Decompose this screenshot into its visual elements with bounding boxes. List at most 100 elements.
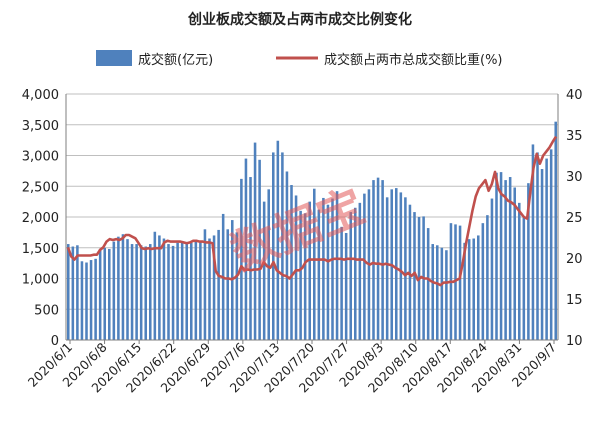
bar [385, 197, 389, 340]
bar [144, 246, 147, 340]
legend-swatch-bar [96, 50, 132, 66]
bar [290, 185, 293, 340]
bar [85, 262, 88, 340]
bar [354, 207, 357, 340]
bar [190, 242, 193, 340]
bar [308, 201, 311, 340]
bar [149, 244, 152, 340]
bar [162, 238, 166, 340]
bar [358, 202, 362, 340]
bar [322, 197, 325, 340]
bar [208, 238, 211, 340]
left-tick-label: 0 [51, 334, 59, 349]
bar [313, 188, 316, 340]
bar [158, 235, 161, 340]
bar [508, 177, 512, 340]
bar [335, 191, 339, 340]
right-tick-label: 35 [566, 129, 583, 144]
right-tick-label: 15 [566, 293, 583, 308]
bar [203, 229, 207, 340]
bar [331, 198, 334, 340]
bar [272, 152, 275, 340]
bar [408, 204, 412, 340]
bar [180, 242, 184, 340]
bar [413, 212, 416, 340]
left-tick-label: 500 [34, 303, 59, 318]
bar [135, 244, 138, 340]
bar [436, 245, 439, 340]
bar [531, 144, 535, 340]
bar [349, 212, 352, 340]
left-tick-label: 2,000 [22, 211, 59, 226]
bar [395, 188, 398, 340]
bar-series [67, 121, 557, 340]
bar [317, 209, 321, 340]
bar [499, 172, 503, 340]
bar [71, 246, 75, 340]
bar [326, 204, 330, 340]
bar [244, 158, 248, 340]
bar [381, 180, 384, 340]
bar [153, 231, 157, 340]
bar [112, 241, 116, 340]
bar [340, 226, 343, 340]
bar [285, 171, 289, 340]
bar [404, 197, 407, 340]
bar [80, 261, 84, 340]
bar [139, 245, 143, 340]
legend-label-bar: 成交额(亿元) [138, 52, 213, 68]
bar [67, 244, 70, 340]
bar [240, 178, 243, 340]
bar [372, 180, 375, 340]
left-tick-label: 2,500 [22, 180, 59, 195]
bar [276, 140, 280, 340]
bar [98, 248, 102, 340]
bar [226, 229, 229, 340]
right-tick-label: 25 [566, 211, 583, 226]
bar [486, 215, 489, 340]
left-tick-label: 3,000 [22, 150, 59, 165]
bar [89, 260, 93, 340]
bar [94, 258, 97, 340]
bar [76, 245, 79, 340]
right-tick-label: 20 [566, 252, 583, 267]
bar [258, 159, 261, 340]
line-series [66, 135, 558, 287]
left-tick-label: 1,000 [22, 273, 59, 288]
bar [299, 210, 302, 340]
bar [376, 177, 380, 340]
bar [504, 180, 507, 340]
bar [176, 242, 179, 340]
chart-title: 创业板成交额及占两市成交比例变化 [187, 11, 412, 28]
bar [194, 240, 198, 340]
bar [490, 198, 494, 340]
bar [518, 202, 521, 340]
bar [249, 177, 252, 340]
bar [540, 169, 544, 340]
bar [426, 228, 430, 340]
bar [303, 213, 307, 340]
bar [549, 149, 553, 340]
bar [117, 236, 120, 340]
bar [253, 142, 257, 340]
bar [463, 242, 466, 340]
bar [527, 183, 530, 340]
left-tick-label: 1,500 [22, 242, 59, 257]
bar [399, 192, 403, 340]
bar [212, 235, 216, 340]
bar [281, 152, 284, 340]
bar [536, 152, 539, 340]
series-line [66, 135, 558, 287]
bar [126, 239, 129, 340]
bar [363, 193, 366, 340]
legend: 成交额(亿元) 成交额占两市总成交额比重(%) [96, 50, 503, 68]
left-axis-ticks: 0 500 1,000 1,500 2,000 2,500 3,000 3,500 4,000 [22, 88, 59, 349]
bar [103, 247, 106, 340]
bar [121, 234, 125, 340]
bar [267, 189, 270, 340]
bar [545, 158, 548, 340]
bar [217, 229, 220, 340]
bar [554, 121, 557, 340]
right-tick-label: 40 [566, 88, 583, 103]
bar [431, 244, 434, 340]
